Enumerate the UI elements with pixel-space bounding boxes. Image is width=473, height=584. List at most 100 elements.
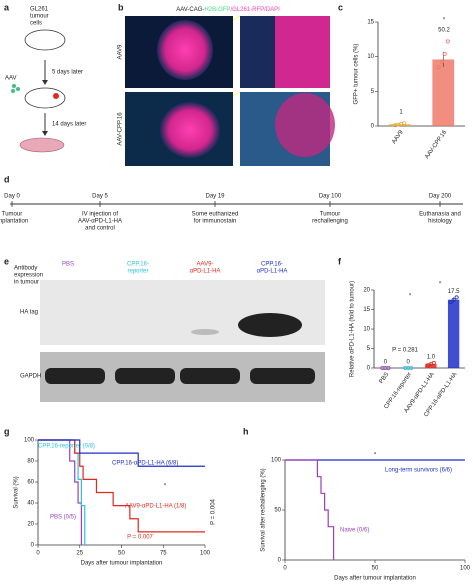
western-blot — [40, 280, 325, 402]
annotation: 1 — [399, 110, 403, 116]
label: IV injection of — [82, 212, 118, 218]
y-tick-label: 0 — [31, 543, 35, 549]
y-axis-label: Survival after rechallenging (%) — [261, 468, 267, 551]
y-tick-label: 80 — [27, 459, 34, 465]
y-tick-label: 5 — [371, 89, 375, 95]
value-label: 0 — [384, 360, 388, 366]
label: AAV9 — [118, 44, 124, 60]
y-axis-label: Relative αPD-L1-HA (fold to tumour) — [350, 281, 356, 377]
annotation: P = 0.004 — [211, 498, 217, 524]
data-point — [445, 39, 450, 44]
label: CPP.16- — [261, 262, 283, 268]
panel-label: f — [338, 256, 342, 266]
label: Tumour — [320, 212, 340, 218]
panel-label: e — [4, 256, 9, 266]
legend-label: Naive (0/6) — [340, 528, 369, 534]
x-tick-label: 50 — [118, 551, 125, 557]
annotation: P = 0.281 — [392, 348, 418, 354]
data-point — [442, 51, 447, 56]
data-point — [402, 121, 407, 126]
legend-label: AAV9-αPD-L1-HA (1/8) — [125, 504, 186, 510]
data-point — [448, 300, 453, 305]
label: Tumour — [2, 212, 22, 218]
survival-curve — [38, 439, 205, 467]
label: CPP.16- — [127, 262, 149, 268]
label: histology — [428, 219, 452, 225]
value-label: 1.0 — [427, 355, 436, 361]
panel-label: a — [4, 2, 10, 12]
y-tick-label: 15 — [367, 20, 374, 26]
title-part: H2B-GFP — [204, 7, 230, 13]
x-tick-label: 25 — [76, 551, 83, 557]
label: AAV9- — [197, 262, 214, 268]
x-axis-label: Days after tumour implantation — [334, 576, 416, 582]
legend-label: CPP.16-reporter (0/8) — [38, 444, 95, 450]
data-point — [451, 297, 456, 302]
panel-label: g — [4, 426, 10, 436]
y-tick-label: 20 — [27, 522, 34, 528]
survival-curve — [38, 439, 83, 545]
annotation: * — [374, 453, 377, 459]
y-tick-label: 0 — [367, 366, 371, 372]
label: reporter — [127, 269, 148, 275]
label: AAV-CPP.16 — [118, 112, 124, 146]
x-tick-label: 0 — [36, 551, 40, 557]
label: Antibody — [14, 266, 37, 272]
label: GAPDH — [20, 374, 41, 380]
survival-curve — [38, 439, 205, 533]
x-tick-label: AAV-CPP.16 — [424, 129, 448, 160]
y-axis-label: GFP+ tumour cells (%) — [354, 44, 360, 105]
label: AAV — [5, 76, 17, 82]
annotation: * — [409, 294, 412, 300]
label: αPD-L1-HA — [190, 269, 221, 275]
x-tick-label: PBS — [378, 372, 390, 385]
y-tick-label: 15 — [363, 307, 370, 313]
label: cells — [30, 21, 42, 27]
x-axis-label: Days after tumour implantation — [81, 561, 163, 567]
x-tick-label: AAV9 — [391, 129, 405, 145]
y-tick-label: 10 — [367, 54, 374, 60]
x-tick-label: 50 — [372, 566, 379, 572]
label: Day 100 — [319, 194, 342, 200]
image-title: AAV-CAG-H2B-GFP/GL261-RFP/DAPI — [176, 7, 280, 13]
y-axis-label: Survival (%) — [14, 476, 20, 508]
label: Euthanasia and — [419, 212, 461, 218]
panel-label: c — [338, 2, 343, 12]
y-tick-label: 0 — [278, 558, 282, 564]
y-tick-label: 100 — [271, 458, 282, 464]
label: 5 days later — [52, 70, 83, 76]
x-tick-label: 75 — [160, 551, 167, 557]
label: in tumour — [14, 280, 39, 286]
label: implantation — [0, 219, 28, 225]
y-tick-label: 40 — [27, 501, 34, 507]
x-tick-label: 100 — [200, 551, 211, 557]
y-tick-label: 20 — [363, 288, 370, 294]
panel-label: h — [243, 426, 249, 436]
x-tick-label: 0 — [283, 566, 287, 572]
microscopy-images — [125, 15, 335, 166]
data-point — [436, 65, 441, 70]
title-part: /GL261-RFP/DAPI — [230, 7, 280, 13]
title-part: AAV-CAG- — [176, 7, 204, 13]
y-tick-label: 5 — [367, 346, 371, 352]
data-point — [454, 295, 459, 300]
panel-label: d — [4, 174, 10, 184]
value-label: 0 — [406, 360, 410, 366]
label: GL261 — [30, 7, 49, 13]
panel-label: b — [118, 2, 124, 12]
label: expression — [14, 273, 43, 279]
annotation: 50.2 — [438, 28, 450, 34]
label: Day 0 — [4, 194, 20, 200]
legend-label: PBS (0/5) — [50, 515, 76, 521]
label: Some euthanized — [192, 212, 239, 218]
label: HA tag — [20, 310, 38, 316]
annotation: * — [439, 282, 442, 288]
label: rechallenging — [312, 219, 348, 225]
y-tick-label: 60 — [27, 480, 34, 486]
label: tumour — [30, 14, 49, 20]
mouse-schematic — [11, 29, 66, 153]
label: PBS — [62, 262, 74, 268]
label: and control — [85, 226, 115, 232]
label: for immunostain — [194, 219, 237, 225]
